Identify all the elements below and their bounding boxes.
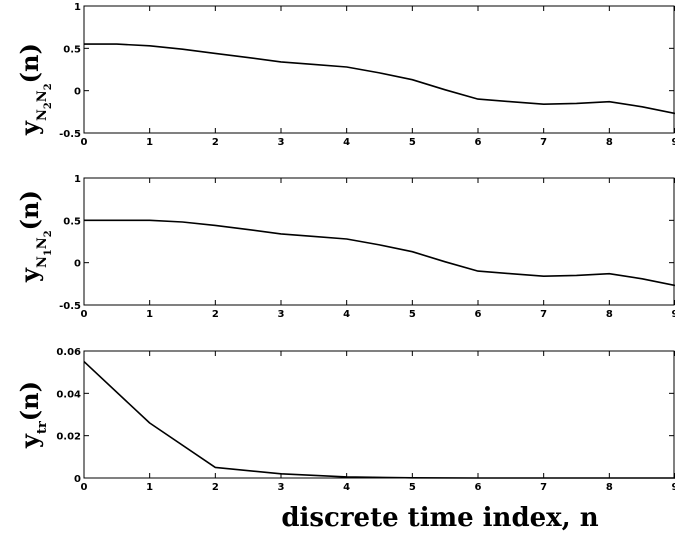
- panel-3-ylabel-arg: (n): [15, 381, 44, 421]
- panel-2-xtick-label: 1: [146, 309, 153, 320]
- panel-2-xtick-label: 6: [475, 309, 482, 320]
- panel-2-ylabel: yN1N2(n): [15, 190, 54, 283]
- panel-2-ytick-label: 0: [74, 259, 81, 270]
- panel-3-ylabel: ytr(n): [15, 381, 50, 449]
- panel-1-ylabel-main: y: [15, 120, 44, 136]
- panel-1-ylabel-sub3: N: [35, 90, 50, 102]
- panel-1-ylabel: yN2N2(n): [15, 43, 54, 136]
- panel-1-ylabel-sub: N: [35, 109, 50, 121]
- panel-1-xtick-label: 3: [278, 137, 285, 148]
- panel-2-ylabel-main: y: [15, 267, 44, 283]
- panel-3-ytick-label: 0.02: [56, 432, 81, 443]
- panel-1-xtick-label: 2: [212, 137, 219, 148]
- panel-2-series-line: [84, 219, 675, 287]
- panel-3-xtick-label: 3: [278, 482, 285, 493]
- panel-2-ytick-label: -0.5: [59, 301, 81, 312]
- panel-1-axes-box: [83, 5, 675, 134]
- panel-3-series-line: [83, 361, 675, 479]
- panel-3-ylabel-sub: tr: [35, 421, 50, 434]
- panel-3-xtick-label: 9: [672, 482, 675, 493]
- panel-1-ytick-label: 0.5: [63, 44, 81, 55]
- panel-1-series-line: [84, 43, 675, 115]
- panel-1-xtick-label: 5: [409, 137, 416, 148]
- panel-2-xtick-label: 7: [540, 309, 547, 320]
- panel-3-ytick-label: 0.06: [56, 347, 81, 358]
- panel-2-ylabel-sub: N: [35, 256, 50, 268]
- panel-2-ylabel-sub2: 1: [43, 249, 54, 256]
- panel-1-xtick-label: 1: [146, 137, 153, 148]
- panel-2-xtick-label: 9: [672, 309, 675, 320]
- panel-3-ylabel-main: y: [15, 433, 44, 449]
- panel-1-ylabel-sub4: 2: [43, 83, 54, 90]
- panel-2-ylabel-sub3: N: [35, 237, 50, 249]
- panel-3-xtick-label: 2: [212, 482, 219, 493]
- panel-3-xtick-label: 0: [81, 482, 88, 493]
- panel-3-ytick-label: 0.04: [56, 389, 81, 400]
- panel-3-ytick-label: 0: [74, 474, 81, 485]
- panel-3-axes-box: [83, 350, 675, 479]
- panel-2-axes-box: [83, 177, 675, 306]
- panel-1-ylabel-sub2: 2: [43, 102, 54, 109]
- panel-3-xtick-label: 1: [146, 482, 153, 493]
- panel-2-xtick-label: 8: [606, 309, 613, 320]
- panel-1-xtick-label: 4: [343, 137, 350, 148]
- panel-3-xtick-label: 7: [540, 482, 547, 493]
- panel-2-xtick-label: 2: [212, 309, 219, 320]
- panel-3-xtick-label: 6: [475, 482, 482, 493]
- panel-1-xtick-label: 8: [606, 137, 613, 148]
- panel-1-xtick-label: 0: [81, 137, 88, 148]
- panel-3: ytr(n) discrete time index, n 0 1 2 3 4 5 6 7 8 9…: [15, 347, 675, 533]
- panel-1-ytick-label: 0: [74, 87, 81, 98]
- x-axis-label: discrete time index, n: [281, 503, 598, 533]
- panel-2-xtick-label: 5: [409, 309, 416, 320]
- panel-1-xtick-label: 9: [672, 137, 675, 148]
- panel-2-xtick-label: 4: [343, 309, 350, 320]
- panel-2-ytick-label: 0.5: [63, 216, 81, 227]
- panel-1-xtick-label: 7: [540, 137, 547, 148]
- panel-2-xtick-label: 0: [81, 309, 88, 320]
- panel-2-ylabel-sub4: 2: [43, 230, 54, 237]
- panel-1-ytick-label: 1: [74, 2, 81, 13]
- panel-1: yN2N2(n) 0123456789-0.500.51: [15, 2, 675, 148]
- panel-2-ytick-label: 1: [74, 174, 81, 185]
- panel-2-ylabel-arg: (n): [15, 190, 44, 230]
- panel-3-xtick-label: 5: [409, 482, 416, 493]
- panel-2: yN1N2(n) 0123456789-0.500.51: [15, 174, 675, 320]
- panel-2-xtick-label: 3: [278, 309, 285, 320]
- panel-1-ylabel-arg: (n): [15, 43, 44, 83]
- panel-1-xtick-label: 6: [475, 137, 482, 148]
- panel-1-ytick-label: -0.5: [59, 129, 81, 140]
- panel-3-xtick-label: 4: [343, 482, 350, 493]
- panel-3-xtick-label: 8: [606, 482, 613, 493]
